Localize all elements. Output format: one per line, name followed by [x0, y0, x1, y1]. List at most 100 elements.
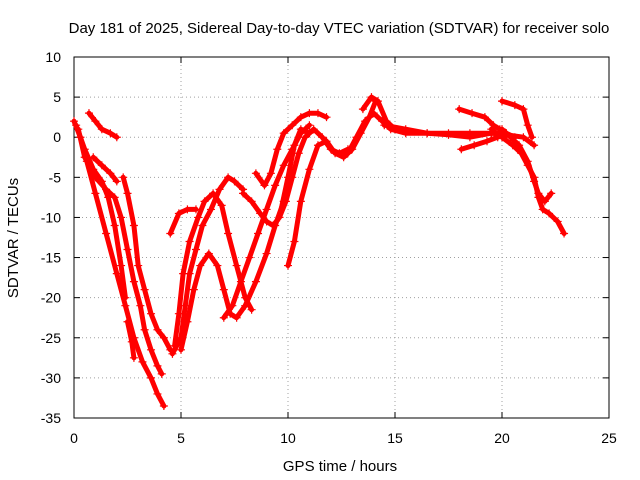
data-point — [309, 125, 318, 134]
data-point — [129, 277, 138, 286]
data-point — [294, 149, 303, 158]
data-point — [523, 121, 532, 130]
data-point — [136, 301, 145, 310]
data-point — [369, 109, 378, 118]
data-point — [179, 269, 188, 278]
data-point — [515, 141, 524, 150]
data-point — [123, 245, 132, 254]
data-point — [230, 177, 239, 186]
data-point — [530, 177, 539, 186]
data-point — [245, 253, 254, 262]
y-tick-label: -15 — [41, 250, 61, 266]
data-point — [457, 145, 466, 154]
data-point — [170, 341, 179, 350]
series-track-5 — [90, 154, 120, 184]
data-point — [174, 209, 183, 218]
x-axis-label: GPS time / hours — [283, 458, 397, 475]
data-point — [284, 261, 292, 270]
y-tick-label: -10 — [41, 209, 61, 225]
data-point — [80, 153, 89, 162]
data-point — [91, 117, 100, 126]
data-point — [279, 129, 288, 138]
data-point — [322, 137, 331, 146]
data-point — [296, 197, 305, 206]
data-point — [266, 169, 275, 178]
data-point — [194, 213, 203, 222]
data-point — [290, 141, 299, 150]
data-point — [465, 129, 474, 138]
data-point — [305, 121, 314, 130]
data-point — [112, 177, 121, 186]
data-series — [70, 93, 569, 410]
data-point — [183, 317, 192, 326]
data-point — [138, 357, 147, 366]
series-track-23 — [499, 126, 554, 204]
data-point — [367, 93, 376, 102]
y-tick-label: -30 — [41, 370, 61, 386]
data-point — [110, 221, 119, 230]
data-point — [519, 133, 528, 142]
data-point — [305, 109, 314, 118]
data-point — [498, 97, 506, 106]
data-point — [444, 129, 453, 138]
x-tick-label: 20 — [494, 430, 510, 446]
data-point — [262, 249, 271, 258]
data-point — [134, 261, 143, 270]
data-point — [480, 113, 489, 122]
data-point — [296, 113, 305, 122]
data-point — [159, 333, 168, 342]
data-point — [127, 337, 136, 346]
data-point — [89, 153, 98, 162]
data-point — [217, 201, 226, 210]
data-point — [123, 189, 132, 198]
data-point — [198, 221, 207, 230]
y-tick-label: 5 — [53, 89, 61, 105]
x-tick-label: 0 — [70, 430, 78, 446]
data-point — [313, 141, 322, 150]
data-point — [129, 221, 138, 230]
data-point — [483, 137, 492, 146]
data-point — [224, 173, 233, 182]
data-point — [251, 169, 260, 178]
data-point — [510, 101, 519, 110]
grid-lines — [74, 57, 609, 418]
data-point — [72, 121, 81, 130]
data-point — [123, 317, 132, 326]
data-point — [290, 237, 299, 246]
data-point — [540, 197, 549, 206]
y-tick-label: 10 — [45, 49, 61, 65]
data-point — [200, 197, 209, 206]
data-point — [174, 309, 183, 318]
data-point — [196, 261, 205, 270]
data-point — [373, 97, 382, 106]
data-point — [468, 109, 477, 118]
data-point — [140, 325, 149, 334]
data-point — [106, 169, 115, 178]
data-point — [530, 141, 539, 150]
data-point — [117, 261, 126, 270]
data-point — [102, 185, 111, 194]
data-point — [140, 285, 149, 294]
data-point — [153, 389, 162, 398]
data-point — [262, 217, 271, 226]
data-point — [527, 133, 536, 142]
data-point — [553, 217, 562, 226]
data-point — [224, 229, 233, 238]
data-point — [455, 105, 464, 114]
data-point — [215, 185, 224, 194]
data-point — [318, 133, 327, 142]
data-point — [91, 173, 100, 182]
data-point — [296, 125, 305, 134]
data-point — [166, 229, 175, 238]
x-tick-label: 25 — [601, 430, 617, 446]
data-point — [247, 305, 256, 314]
y-tick-label: -20 — [41, 290, 61, 306]
data-point — [343, 149, 352, 158]
data-point — [502, 130, 511, 139]
data-point — [380, 121, 389, 130]
y-tick-label: 0 — [53, 129, 61, 145]
data-point — [279, 161, 288, 170]
data-point — [352, 133, 361, 142]
data-point — [423, 129, 432, 138]
